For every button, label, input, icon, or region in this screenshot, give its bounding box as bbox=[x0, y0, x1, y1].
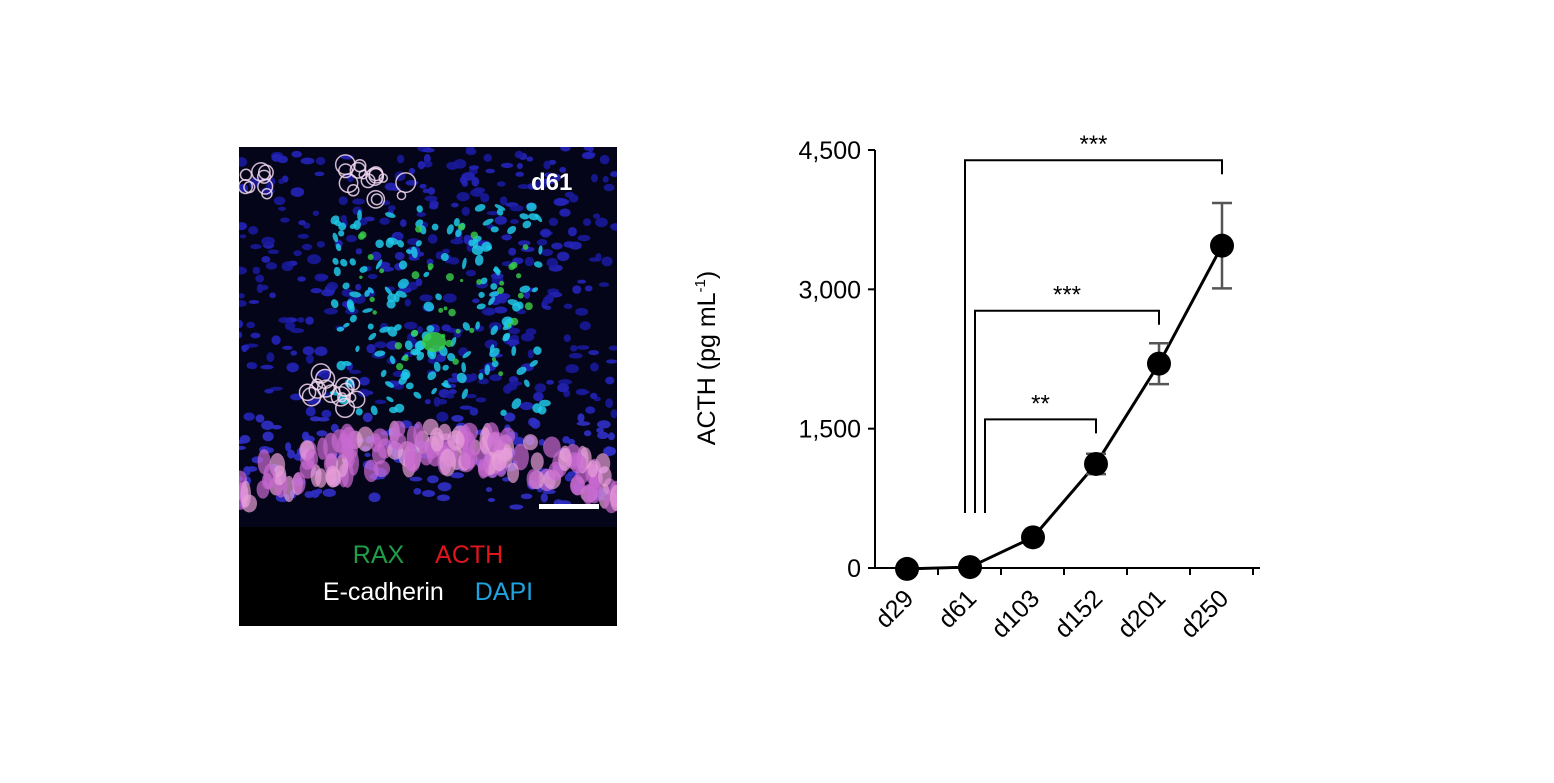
data-point bbox=[1147, 351, 1171, 376]
x-tick-label: d250 bbox=[1175, 584, 1234, 643]
scale-bar bbox=[539, 504, 599, 509]
y-axis: 0 1,500 3,000 4,500 bbox=[798, 137, 876, 583]
data-series bbox=[895, 201, 1234, 581]
micrograph-panel: d61 RAX ACTH E-cadherin DAPI bbox=[239, 147, 617, 626]
y-axis-label: ACTH (pg mL-1) bbox=[692, 271, 721, 445]
x-tick-label: d103 bbox=[986, 584, 1045, 643]
data-point bbox=[1084, 451, 1108, 476]
significance-bracket bbox=[974, 309, 1160, 513]
fluorescence-micrograph bbox=[239, 147, 617, 527]
significance-bracket bbox=[964, 159, 1223, 513]
y-axis-label-sup: -1 bbox=[692, 279, 709, 292]
x-axis: d29 d61 d103 d152 d201 d250 bbox=[870, 567, 1260, 644]
significance-label: *** bbox=[1053, 282, 1081, 309]
data-point bbox=[1021, 525, 1045, 550]
y-axis-label-main: ACTH (pg mL bbox=[693, 292, 721, 445]
x-tick-label: d29 bbox=[870, 584, 919, 633]
y-tick-label: 4,500 bbox=[798, 137, 861, 165]
y-tick-label: 0 bbox=[847, 555, 861, 583]
data-point bbox=[1210, 233, 1234, 258]
stain-legend-row-1: RAX ACTH bbox=[239, 541, 617, 570]
y-tick-label: 1,500 bbox=[798, 416, 861, 444]
significance-label: *** bbox=[1079, 131, 1107, 158]
stain-label-ecadherin: E-cadherin bbox=[322, 578, 444, 606]
significance-label: ** bbox=[1031, 390, 1050, 417]
x-tick-label: d152 bbox=[1049, 584, 1108, 643]
stain-legend-row-2: E-cadherin DAPI bbox=[239, 578, 617, 607]
data-point bbox=[895, 556, 919, 581]
stain-label-acth: ACTH bbox=[435, 541, 504, 569]
data-point bbox=[958, 555, 982, 580]
day-label: d61 bbox=[531, 169, 573, 196]
significance-bracket bbox=[984, 418, 1097, 513]
x-tick-label: d201 bbox=[1112, 584, 1171, 643]
y-tick-label: 3,000 bbox=[798, 276, 861, 304]
x-tick-label: d61 bbox=[933, 584, 982, 633]
stain-label-rax: RAX bbox=[352, 541, 405, 569]
y-axis-label-close: ) bbox=[693, 271, 721, 279]
stain-label-dapi: DAPI bbox=[474, 578, 534, 606]
significance-brackets: ******** bbox=[964, 131, 1223, 513]
